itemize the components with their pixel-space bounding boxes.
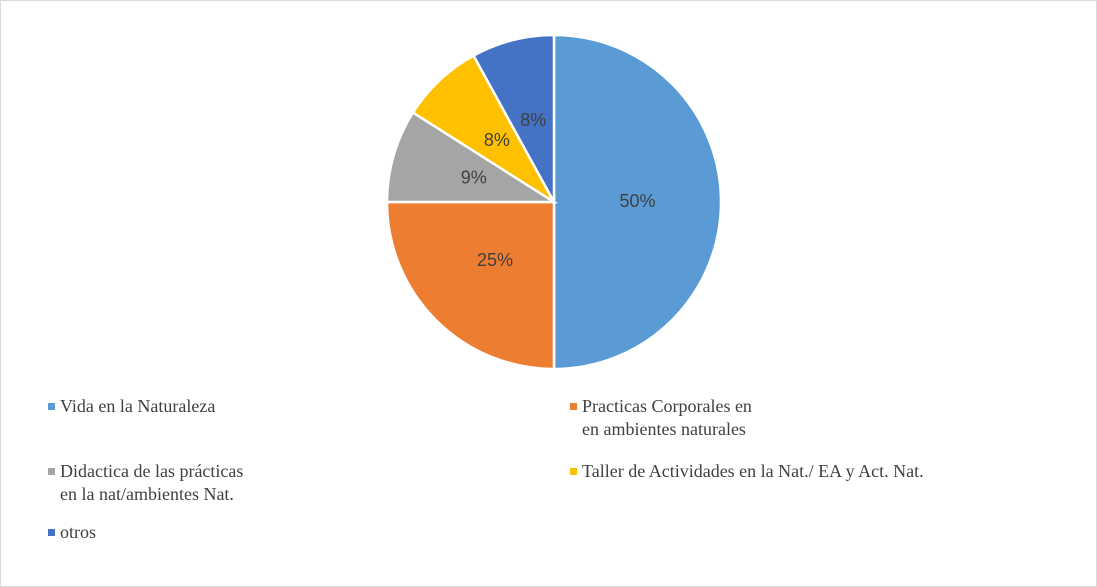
slice-label: 50% (619, 191, 655, 211)
legend-label: Didactica de las prácticas en la nat/amb… (60, 461, 244, 504)
pie-slice (385, 110, 559, 204)
legend-swatch (570, 403, 577, 410)
legend-swatch (48, 529, 55, 536)
legend-label: Taller de Actividades en la Nat./ EA y A… (582, 461, 924, 481)
slice-label: 25% (477, 250, 513, 270)
legend-item: Practicas Corporales en en ambientes nat… (570, 395, 752, 441)
legend-swatch (48, 403, 55, 410)
legend-item: otros (48, 521, 96, 544)
pie-slice (471, 33, 556, 203)
legend-item: Didactica de las prácticas en la nat/amb… (48, 460, 243, 506)
legend-label: Vida en la Naturaleza (60, 396, 216, 416)
legend-item: Vida en la Naturaleza (48, 395, 215, 418)
legend-label: Practicas Corporales en en ambientes nat… (582, 396, 752, 439)
pie-slice (385, 200, 556, 371)
legend-label: otros (60, 522, 96, 542)
slice-label: 8% (484, 130, 510, 150)
legend-item: Taller de Actividades en la Nat./ EA y A… (570, 460, 924, 483)
pie-slice (552, 33, 723, 371)
slice-label: 9% (461, 167, 487, 187)
slice-label: 8% (520, 110, 546, 130)
legend-swatch (570, 468, 577, 475)
legend-swatch (48, 468, 55, 475)
